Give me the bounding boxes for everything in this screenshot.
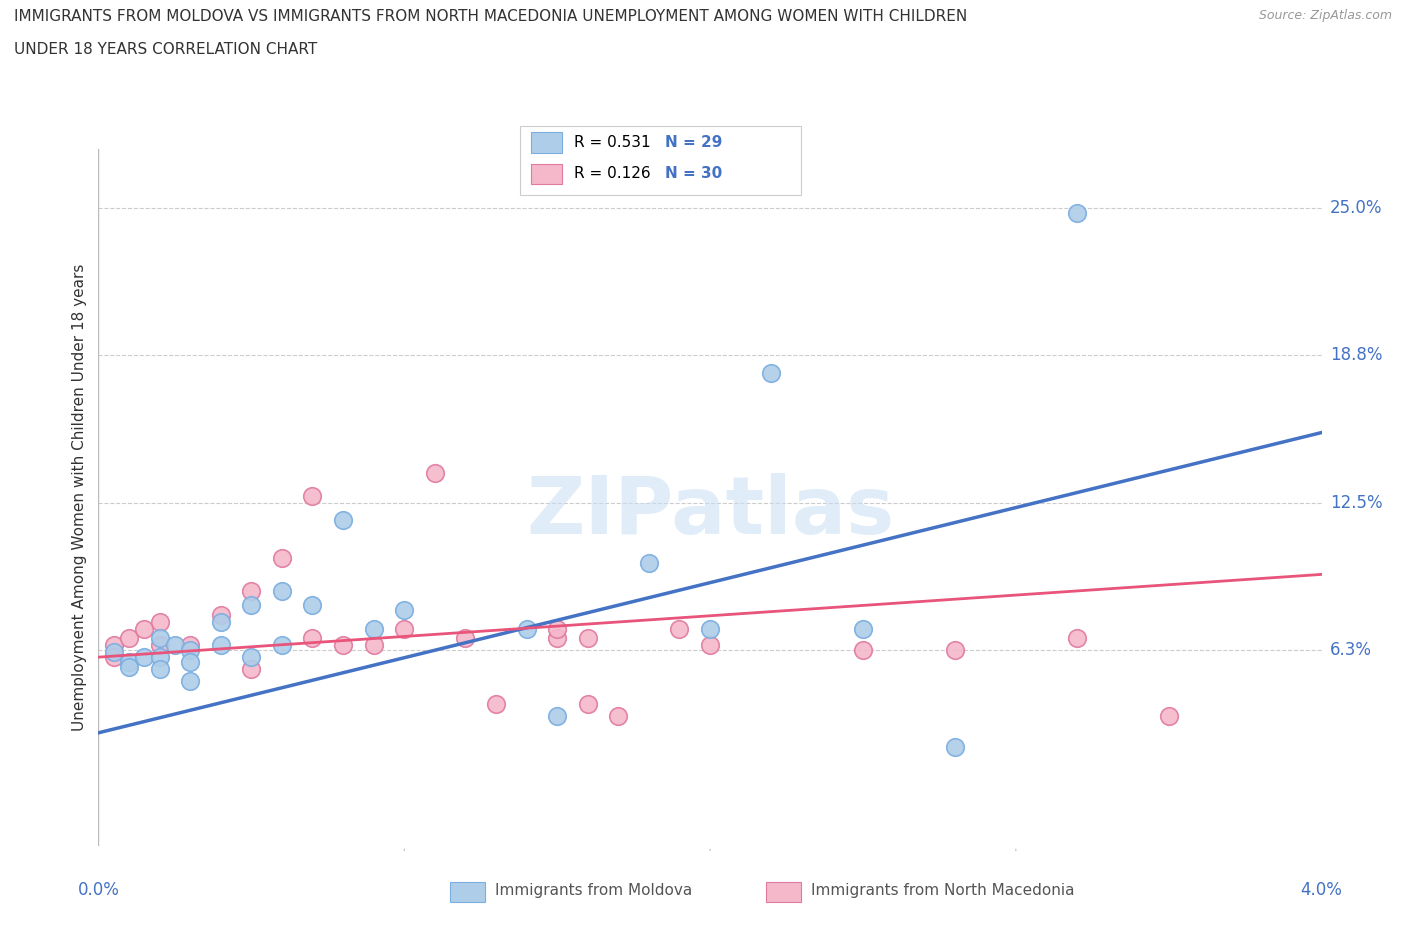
Point [607, 709, 630, 724]
Point [103, 650, 125, 665]
Point [270, 638, 294, 653]
Point [103, 645, 125, 660]
Text: 18.8%: 18.8% [1330, 346, 1382, 364]
Point [668, 621, 690, 636]
Text: 0.0%: 0.0% [77, 881, 120, 899]
Point [392, 603, 416, 618]
Text: R = 0.531: R = 0.531 [574, 135, 650, 150]
Text: 6.3%: 6.3% [1330, 641, 1372, 659]
Text: ZIPatlas: ZIPatlas [526, 472, 894, 551]
Point [546, 709, 568, 724]
Point [637, 555, 661, 570]
Point [943, 643, 966, 658]
Point [576, 697, 599, 711]
Point [546, 631, 568, 645]
Text: N = 29: N = 29 [665, 135, 723, 150]
Point [163, 638, 186, 653]
Text: IMMIGRANTS FROM MOLDOVA VS IMMIGRANTS FROM NORTH MACEDONIA UNEMPLOYMENT AMONG WO: IMMIGRANTS FROM MOLDOVA VS IMMIGRANTS FR… [14, 9, 967, 24]
Y-axis label: Unemployment Among Women with Children Under 18 years: Unemployment Among Women with Children U… [72, 264, 87, 731]
Point [134, 621, 156, 636]
Text: N = 30: N = 30 [665, 166, 723, 181]
Point [852, 643, 875, 658]
Point [179, 673, 201, 688]
Point [485, 697, 508, 711]
Text: 12.5%: 12.5% [1330, 495, 1382, 512]
Point [149, 614, 172, 629]
Point [852, 621, 875, 636]
Point [240, 598, 263, 613]
Point [118, 659, 141, 674]
Point [301, 598, 323, 613]
Point [209, 607, 232, 622]
Point [134, 650, 156, 665]
Point [149, 631, 172, 645]
Text: R = 0.126: R = 0.126 [574, 166, 650, 181]
Point [332, 512, 354, 527]
Text: UNDER 18 YEARS CORRELATION CHART: UNDER 18 YEARS CORRELATION CHART [14, 42, 318, 57]
Point [149, 638, 172, 653]
Point [118, 655, 141, 670]
Point [759, 366, 782, 381]
Text: Source: ZipAtlas.com: Source: ZipAtlas.com [1258, 9, 1392, 22]
Point [179, 655, 201, 670]
Point [576, 631, 599, 645]
Point [332, 638, 354, 653]
Point [179, 643, 201, 658]
Point [1066, 631, 1088, 645]
Point [1157, 709, 1180, 724]
Point [149, 661, 172, 676]
Point [270, 583, 294, 598]
Text: 4.0%: 4.0% [1301, 881, 1343, 899]
Point [149, 650, 172, 665]
Point [209, 614, 232, 629]
Point [943, 739, 966, 754]
Point [516, 621, 538, 636]
Point [423, 465, 446, 480]
Point [270, 551, 294, 565]
Point [118, 631, 141, 645]
Point [699, 621, 721, 636]
Text: Immigrants from North Macedonia: Immigrants from North Macedonia [811, 884, 1074, 898]
Point [240, 661, 263, 676]
Text: Immigrants from Moldova: Immigrants from Moldova [495, 884, 692, 898]
Point [546, 621, 568, 636]
Point [301, 489, 323, 504]
Point [363, 621, 385, 636]
Point [454, 631, 477, 645]
Point [103, 638, 125, 653]
Point [699, 638, 721, 653]
Text: 25.0%: 25.0% [1330, 199, 1382, 217]
Point [240, 650, 263, 665]
Point [240, 583, 263, 598]
Point [363, 638, 385, 653]
Point [1066, 206, 1088, 220]
Point [301, 631, 323, 645]
Point [209, 638, 232, 653]
Point [179, 638, 201, 653]
Point [392, 621, 416, 636]
